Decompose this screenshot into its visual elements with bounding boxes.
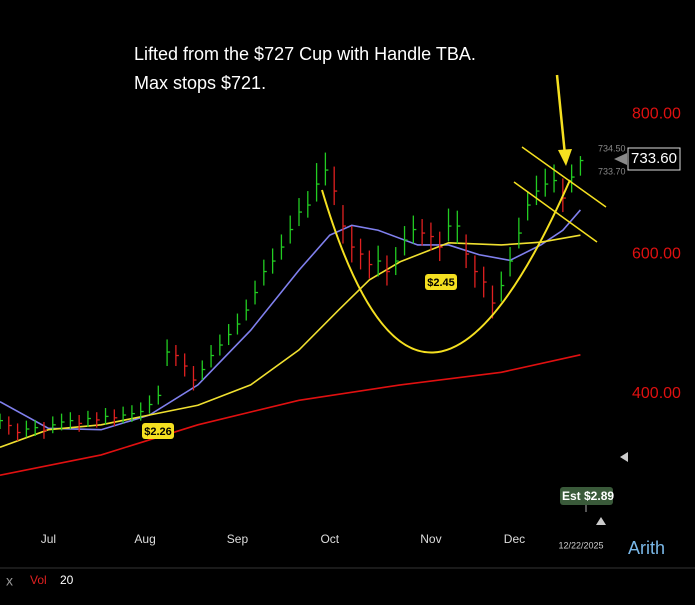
- eps-estimate: Est $2.89: [562, 489, 614, 503]
- arrow-shaft: [555, 74, 567, 156]
- arrow-head: [558, 149, 572, 166]
- moving-average: [0, 234, 581, 448]
- plot-area: 400.00 600.00 800.00 Jul Aug Sep Oct Nov Dec: [0, 105, 681, 546]
- moving-average: [0, 209, 582, 431]
- y-tick-label: 400.00: [632, 385, 681, 402]
- x-tick-label: Dec: [504, 532, 525, 546]
- last-price: 733.60: [631, 150, 677, 167]
- price-flag: 734.50: [598, 143, 626, 153]
- annotation: Lifted from the $727 Cup with Handle TBA…: [134, 44, 476, 64]
- x-tick-label: Jul: [41, 532, 56, 546]
- price-pointer: [614, 153, 627, 165]
- y-tick-label: 800.00: [632, 105, 681, 122]
- scroll-marker: [620, 452, 628, 462]
- handle-line: [521, 146, 607, 208]
- last-price-box: [627, 147, 681, 171]
- volume-period: 20: [60, 573, 74, 587]
- price-flag: 733.70: [598, 166, 626, 176]
- y-tick-label: 600.00: [632, 245, 681, 262]
- eps-badge: [560, 487, 613, 505]
- eps-badge: [142, 423, 174, 439]
- scale-mode[interactable]: Arith: [628, 538, 665, 558]
- scroll-marker: [596, 517, 606, 525]
- x-tick-label: Aug: [134, 532, 155, 546]
- moving-average: [0, 354, 581, 476]
- eps-label: $2.45: [427, 277, 455, 289]
- close-panel[interactable]: x: [6, 573, 13, 589]
- x-tick-label: Oct: [320, 532, 339, 546]
- eps-badge: [425, 274, 457, 290]
- x-tick-label: Nov: [420, 532, 441, 546]
- eps-label: $2.26: [144, 426, 172, 438]
- x-tick-label: Sep: [227, 532, 249, 546]
- annotation: Max stops $721.: [134, 73, 266, 93]
- handle-line: [513, 181, 598, 243]
- date-label: 12/22/2025: [558, 540, 603, 550]
- volume-label: Vol: [30, 573, 47, 587]
- cup-curve: [321, 179, 571, 354]
